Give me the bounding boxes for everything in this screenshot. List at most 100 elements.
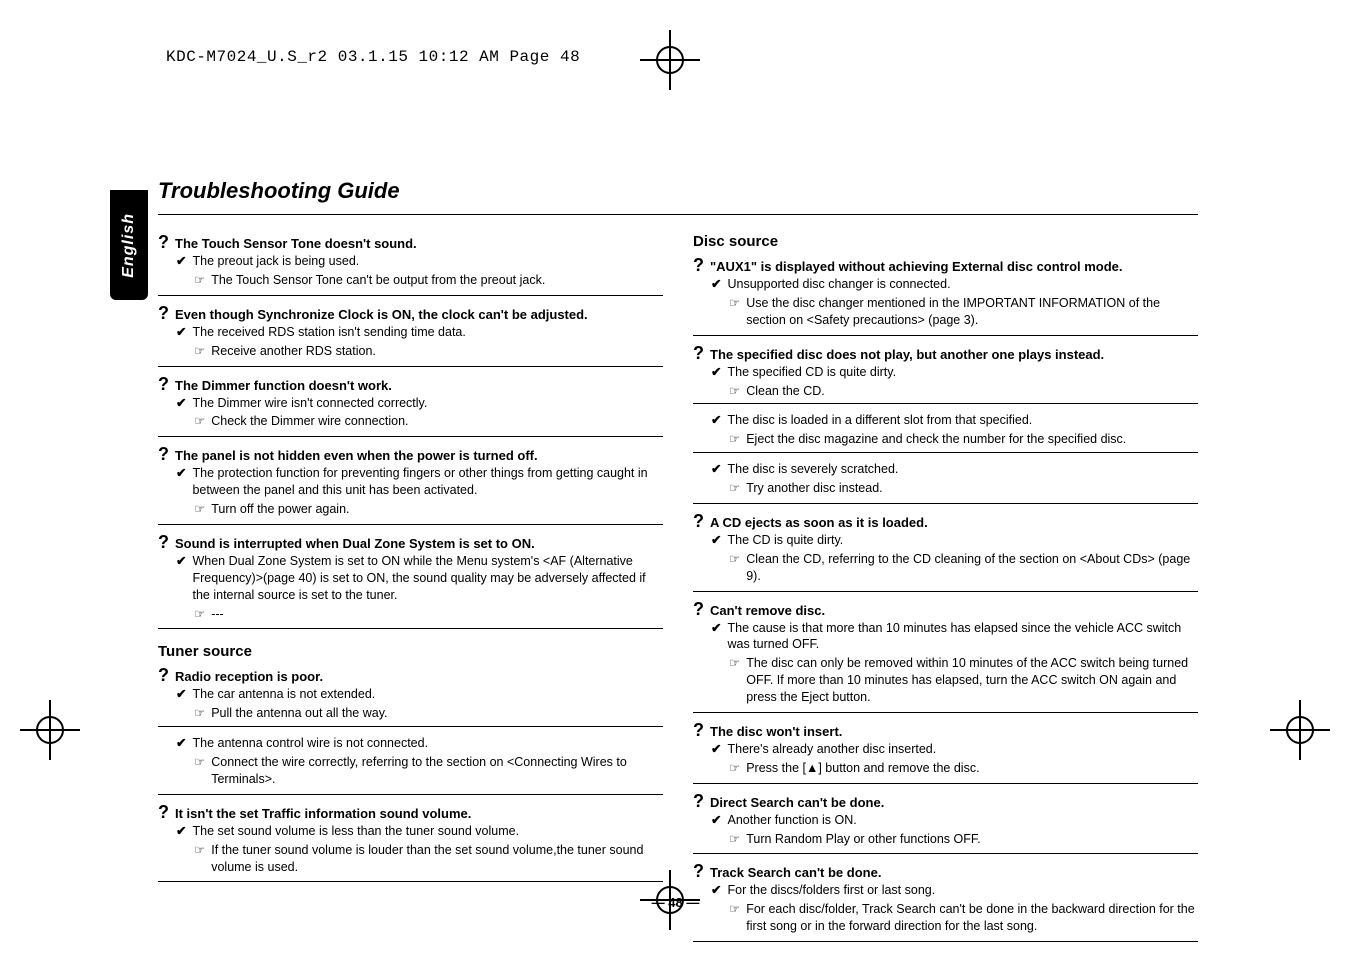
pointer-icon: ☞ [194,754,205,771]
question-mark-icon: ? [158,666,169,684]
check-icon: ✔ [176,735,186,752]
pointer-icon: ☞ [194,501,205,518]
check-icon: ✔ [176,465,186,482]
registration-mark-right [1270,700,1330,760]
faq-question-text: The Touch Sensor Tone doesn't sound. [175,236,417,251]
faq-question-text: Sound is interrupted when Dual Zone Syst… [175,536,535,551]
question-mark-icon: ? [693,512,704,530]
faq-remedy-text: Clean the CD, referring to the CD cleani… [746,551,1198,585]
faq-remedy-text: Turn off the power again. [211,501,349,518]
faq-cause: ✔The Dimmer wire isn't connected correct… [176,395,663,412]
faq-remedy-text: The disc can only be removed within 10 m… [746,655,1198,706]
pointer-icon: ☞ [729,655,740,672]
question-mark-icon: ? [693,600,704,618]
divider [693,403,1198,404]
faq-remedy-text: Turn Random Play or other functions OFF. [746,831,980,848]
language-tab-label: English [120,213,138,278]
check-icon: ✔ [711,532,721,549]
faq-cause-text: The disc is severely scratched. [727,461,898,478]
faq-question: ?Even though Synchronize Clock is ON, th… [158,304,663,322]
faq-remedy: ☞Check the Dimmer wire connection. [194,413,663,430]
check-icon: ✔ [711,461,721,478]
question-mark-icon: ? [158,445,169,463]
pointer-icon: ☞ [194,413,205,430]
question-mark-icon: ? [158,803,169,821]
faq-cause-text: The set sound volume is less than the tu… [192,823,519,840]
faq-cause-text: There's already another disc inserted. [727,741,936,758]
pointer-icon: ☞ [194,343,205,360]
divider [158,628,663,629]
faq-cause: ✔There's already another disc inserted. [711,741,1198,758]
faq-cause: ✔ The disc is severely scratched. [711,461,1198,478]
question-mark-icon: ? [158,375,169,393]
faq-cause: ✔The set sound volume is less than the t… [176,823,663,840]
pointer-icon: ☞ [194,606,205,623]
faq-question: ? Direct Search can't be done. [693,792,1198,810]
language-tab: English [110,190,148,300]
question-mark-icon: ? [158,304,169,322]
pointer-icon: ☞ [729,551,740,568]
divider [693,503,1198,504]
faq-remedy-text: Connect the wire correctly, referring to… [211,754,663,788]
faq-item: ?A CD ejects as soon as it is loaded. ✔Th… [693,512,1198,585]
faq-question-text: Radio reception is poor. [175,669,323,684]
faq-cause: ✔Unsupported disc changer is connected. [711,276,1198,293]
faq-question-text: Direct Search can't be done. [710,795,884,810]
question-mark-icon: ? [158,533,169,551]
divider [693,712,1198,713]
faq-item: ?"AUX1" is displayed without achieving E… [693,256,1198,329]
faq-remedy-text: If the tuner sound volume is louder than… [211,842,663,876]
faq-question-text: Can't remove disc. [710,603,825,618]
check-icon: ✔ [176,553,186,570]
faq-remedy-text: --- [211,606,224,623]
faq-remedy: ☞ Turn off the power again. [194,501,663,518]
faq-item: ? Radio reception is poor. ✔The car antenn… [158,666,663,787]
faq-remedy: ☞Try another disc instead. [729,480,1198,497]
faq-question: ?The Dimmer function doesn't work. [158,375,663,393]
check-icon: ✔ [176,395,186,412]
faq-question: ? Can't remove disc. [693,600,1198,618]
divider [693,941,1198,942]
faq-cause: ✔Another function is ON. [711,812,1198,829]
faq-cause-text: The specified CD is quite dirty. [727,364,896,381]
faq-remedy: ☞ Pull the antenna out all the way. [194,705,663,722]
faq-remedy: ☞Clean the CD. [729,383,1198,400]
question-mark-icon: ? [158,233,169,251]
divider [158,524,663,525]
check-icon: ✔ [176,253,186,270]
page-number: — 48 — [0,895,1351,910]
divider [158,436,663,437]
faq-item: ? Sound is interrupted when Dual Zone Sys… [158,533,663,623]
faq-cause: ✔The preout jack is being used. [176,253,663,270]
faq-remedy: ☞ Connect the wire correctly, referring t… [194,754,663,788]
faq-item: ? Direct Search can't be done. ✔Another fu… [693,792,1198,848]
check-icon: ✔ [711,812,721,829]
faq-item: ?The specified disc does not play, but a… [693,344,1198,497]
question-mark-icon: ? [693,792,704,810]
section-heading-tuner: Tuner source [158,643,663,660]
content-area: Troubleshooting Guide ?The Touch Sensor … [158,178,1198,950]
faq-question-text: "AUX1" is displayed without achieving Ex… [710,259,1123,274]
faq-remedy-text: Pull the antenna out all the way. [211,705,387,722]
faq-question-text: It isn't the set Traffic information sou… [175,806,471,821]
divider [158,366,663,367]
faq-cause: ✔The car antenna is not extended. [176,686,663,703]
faq-remedy-text: Receive another RDS station. [211,343,376,360]
pointer-icon: ☞ [194,705,205,722]
question-mark-icon: ? [693,721,704,739]
faq-question: ?The specified disc does not play, but a… [693,344,1198,362]
title-rule [158,214,1198,215]
pointer-icon: ☞ [729,295,740,312]
faq-item: ?Can't remove disc.✔The cause is that mo… [693,600,1198,706]
faq-remedy: ☞If the tuner sound volume is louder tha… [194,842,663,876]
header-print-info: KDC-M7024_U.S_r2 03.1.15 10:12 AM Page 4… [166,48,580,66]
faq-question-text: The panel is not hidden even when the po… [175,448,538,463]
pointer-icon: ☞ [729,760,740,777]
faq-item: ? The Touch Sensor Tone doesn't sound. ✔Th… [158,233,663,289]
section-heading-disc: Disc source [693,233,1198,250]
right-column: Disc source?"AUX1" is displayed without … [693,233,1198,950]
faq-cause: ✔The received RDS station isn't sending … [176,324,663,341]
faq-cause: ✔The CD is quite dirty. [711,532,1198,549]
faq-question: ? Radio reception is poor. [158,666,663,684]
faq-question: ?A CD ejects as soon as it is loaded. [693,512,1198,530]
